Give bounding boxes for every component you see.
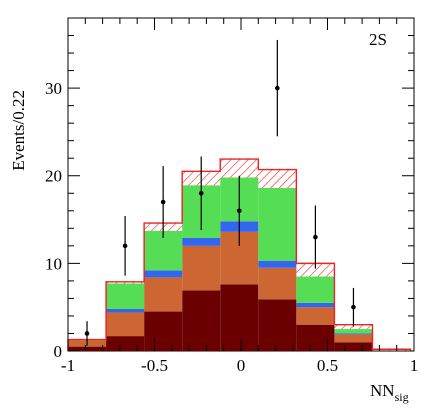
stack-0-bin-1	[106, 336, 145, 351]
stack-0-bin-0	[68, 346, 107, 351]
x-axis-label: NNsig	[370, 381, 409, 404]
data-point-3	[198, 190, 204, 196]
hatch-bin-6	[296, 263, 335, 277]
stack-0-bin-3	[182, 290, 221, 351]
x-tick-label-3: 0.5	[317, 356, 338, 375]
y-axis-label: Events/0.22	[9, 90, 28, 171]
data-point-2	[160, 199, 166, 205]
x-axis-label-main: NN	[370, 381, 395, 400]
y-tick-label-3: 30	[45, 79, 62, 98]
data-point-6	[313, 234, 318, 240]
data-points	[84, 39, 356, 346]
stack-2-bin-1	[106, 308, 145, 313]
stack-2-bin-3	[182, 237, 221, 246]
stack-3-bin-1	[106, 283, 145, 309]
hatch-bin-1	[106, 281, 145, 284]
x-tick-label-0: -1	[61, 356, 75, 375]
data-point-4	[236, 208, 242, 214]
data-point-5	[275, 85, 280, 91]
stack-2-bin-6	[296, 302, 335, 308]
hatch-bin-4	[220, 159, 259, 178]
stack-3-bin-7	[334, 329, 373, 334]
hatch-bin-8	[372, 349, 411, 351]
x-tick-label-4: 1	[410, 356, 419, 375]
y-tick-label-2: 20	[45, 167, 62, 186]
hatch-bin-5	[258, 169, 297, 189]
stack-1-bin-7	[334, 334, 373, 343]
data-point-1	[122, 243, 128, 249]
x-tick-label-2: 0	[237, 356, 246, 375]
y-tick-label-0: 0	[54, 342, 63, 361]
stack-0-bin-6	[296, 324, 335, 351]
stack-0-bin-7	[334, 342, 373, 351]
total-outline	[67, 158, 412, 351]
hatch-bin-7	[334, 324, 373, 330]
x-axis-label-subscript: sig	[395, 390, 409, 404]
stack-1-bin-6	[296, 307, 335, 325]
stack-1-bin-5	[258, 267, 297, 300]
stack-0-bin-2	[144, 311, 183, 351]
y-tick-label-1: 10	[45, 254, 62, 273]
stack-1-bin-2	[144, 277, 183, 312]
stack-1-bin-1	[106, 312, 145, 337]
data-point-0	[84, 331, 90, 336]
stack-2-bin-2	[144, 270, 183, 278]
stack-2-bin-5	[258, 260, 297, 268]
stack-1-bin-3	[182, 245, 221, 291]
stack-3-bin-5	[258, 188, 297, 261]
axes: 0 10 20 30 -1 -0.5 0 0.5 1	[45, 18, 418, 375]
panel-label: 2S	[369, 30, 387, 49]
x-tick-label-1: -0.5	[141, 356, 168, 375]
stack-0-bin-5	[258, 299, 297, 351]
stack-2-bin-7	[334, 333, 373, 335]
stack-3-bin-6	[296, 276, 335, 303]
stacked-bars	[68, 177, 373, 351]
data-point-7	[351, 304, 356, 310]
stack-0-bin-4	[220, 284, 259, 351]
